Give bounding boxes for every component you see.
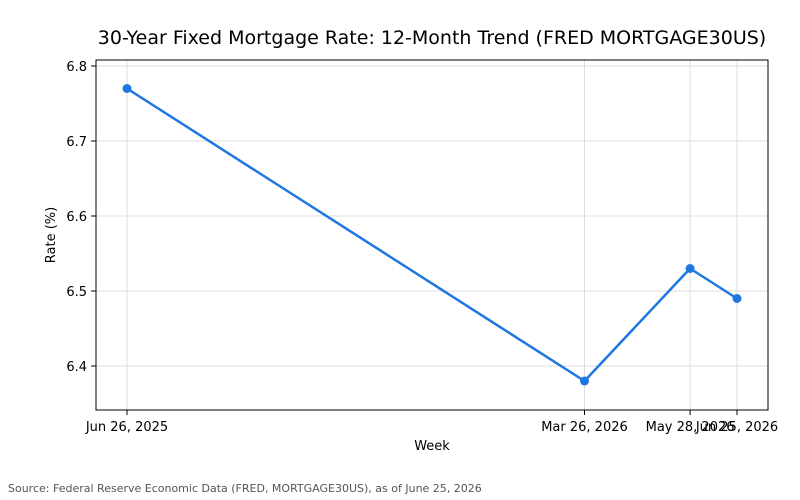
grid-layer — [96, 60, 768, 410]
data-point — [122, 84, 132, 93]
y-tick-label: 6.6 — [66, 210, 87, 225]
source-note: Source: Federal Reserve Economic Data (F… — [8, 482, 482, 495]
y-tick-label: 6.5 — [66, 285, 87, 300]
y-tick-label: 6.8 — [66, 60, 87, 75]
y-tick-label: 6.4 — [66, 360, 87, 375]
series-layer — [122, 84, 742, 386]
data-point — [685, 264, 695, 273]
chart-title: 30-Year Fixed Mortgage Rate: 12-Month Tr… — [98, 27, 766, 49]
x-tick-label: Mar 26, 2026 — [541, 420, 628, 435]
y-axis-label: Rate (%) — [44, 207, 59, 263]
y-tick-label: 6.7 — [66, 135, 87, 150]
x-tick-label: May 28, 2026 — [646, 420, 735, 435]
data-point — [732, 294, 742, 303]
data-point — [580, 376, 589, 386]
x-tick-label: Jun 25, 2026 — [695, 420, 778, 435]
series-line — [126, 87, 738, 383]
plot-area-frame — [95, 59, 769, 411]
x-tick-label: Jun 26, 2025 — [85, 420, 168, 435]
tick-layer: Jun 26, 2025 Mar 26, 2026 May 28, 2026Jun … — [66, 60, 778, 435]
x-axis-label: Week — [414, 439, 450, 454]
